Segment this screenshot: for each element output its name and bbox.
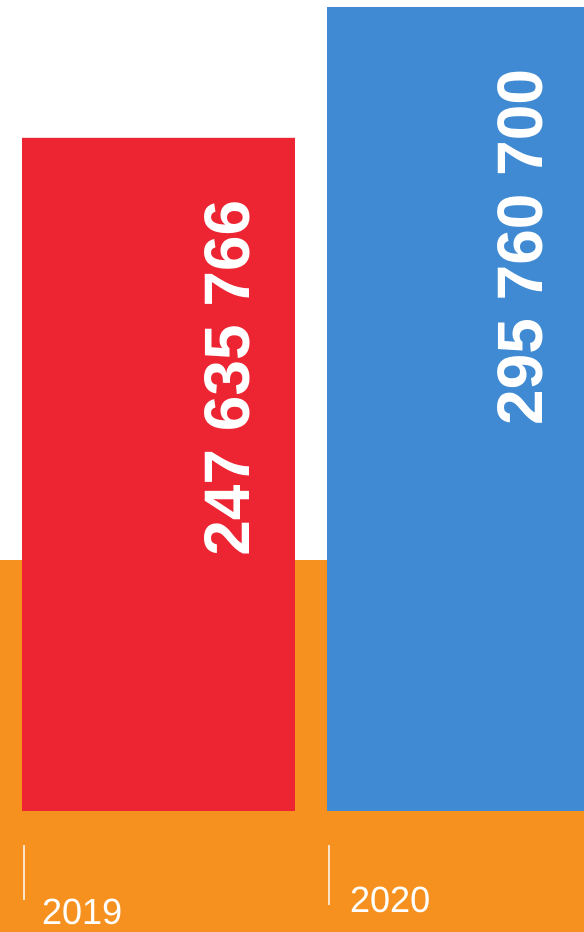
category-label: 2019 <box>42 891 122 932</box>
bar <box>327 7 584 811</box>
value-label: 247 635 766 <box>191 200 263 556</box>
value-label: 295 760 700 <box>484 69 556 425</box>
category-label: 2020 <box>350 879 430 920</box>
bar <box>22 137 295 811</box>
